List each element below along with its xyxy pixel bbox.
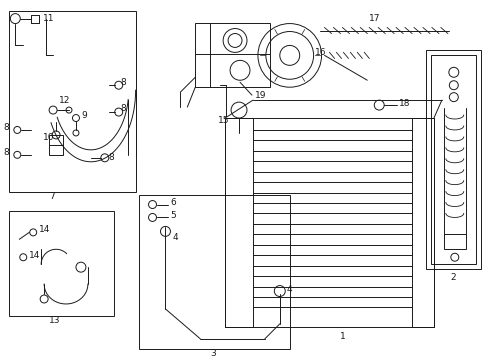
Text: 1: 1 bbox=[340, 332, 345, 341]
Bar bbox=[9, 211, 114, 316]
Text: 9: 9 bbox=[81, 111, 87, 120]
Bar bbox=[431, 55, 476, 264]
Bar bbox=[426, 50, 481, 269]
Text: 8: 8 bbox=[121, 78, 126, 87]
Bar bbox=[196, 23, 270, 87]
Text: 4: 4 bbox=[287, 284, 293, 293]
Text: 12: 12 bbox=[59, 96, 71, 105]
Bar bbox=[225, 118, 253, 327]
Text: 15: 15 bbox=[218, 116, 230, 125]
Text: 2: 2 bbox=[450, 273, 456, 282]
Text: 14: 14 bbox=[29, 251, 41, 260]
Text: 5: 5 bbox=[171, 211, 176, 220]
Bar bbox=[225, 118, 434, 327]
Text: 8: 8 bbox=[3, 123, 9, 132]
Text: 8: 8 bbox=[121, 104, 126, 113]
Text: 8: 8 bbox=[109, 153, 115, 162]
Bar bbox=[444, 234, 465, 249]
Text: 19: 19 bbox=[255, 91, 267, 100]
Text: 11: 11 bbox=[43, 14, 55, 23]
Text: 18: 18 bbox=[399, 99, 411, 108]
Text: 3: 3 bbox=[210, 349, 216, 358]
Text: 17: 17 bbox=[368, 14, 380, 23]
Text: 10: 10 bbox=[43, 134, 55, 143]
Text: 7: 7 bbox=[49, 192, 55, 201]
Text: 13: 13 bbox=[49, 316, 61, 325]
Bar bbox=[9, 11, 136, 192]
Bar bbox=[49, 135, 63, 155]
Text: 14: 14 bbox=[39, 225, 50, 234]
Bar bbox=[139, 195, 290, 349]
Bar bbox=[412, 118, 434, 327]
Text: 8: 8 bbox=[3, 148, 9, 157]
Text: 16: 16 bbox=[315, 48, 326, 57]
Text: 6: 6 bbox=[171, 198, 176, 207]
Text: 4: 4 bbox=[172, 233, 178, 242]
